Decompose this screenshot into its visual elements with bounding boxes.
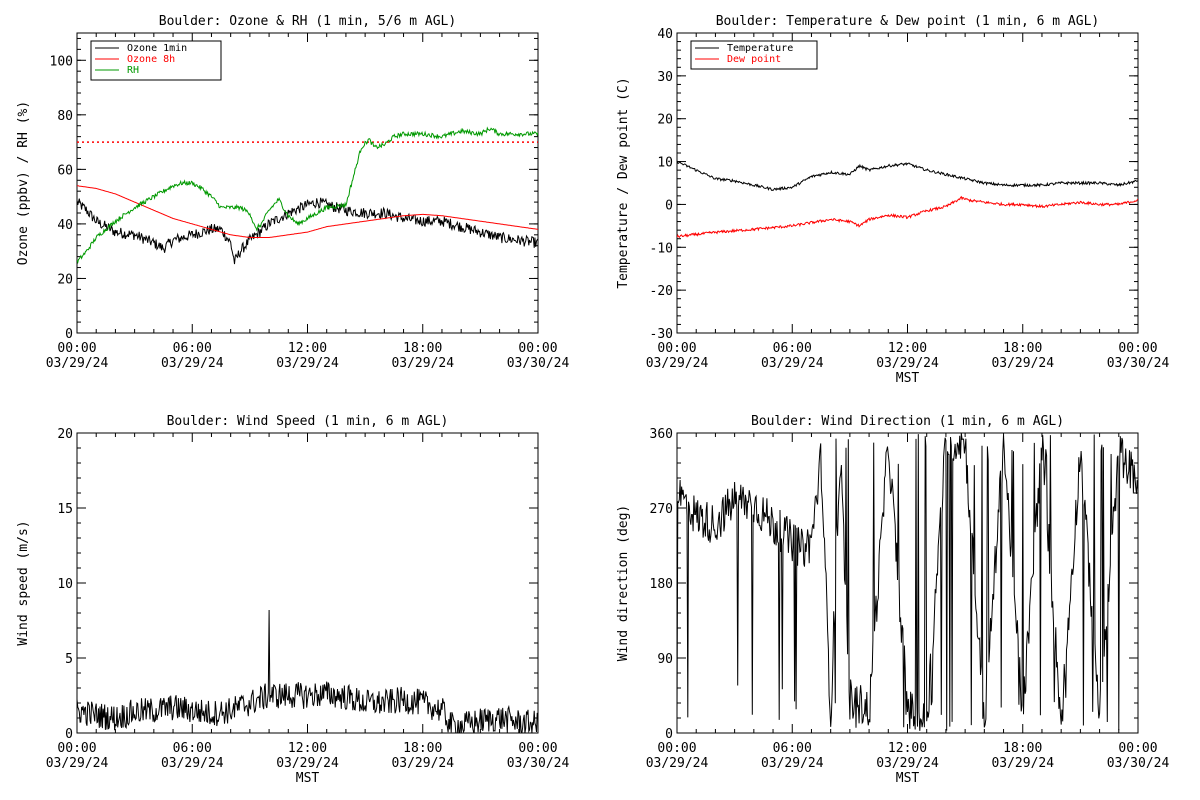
x-axis-label: MST bbox=[296, 771, 320, 786]
x-tick-date-label: 03/29/24 bbox=[161, 356, 224, 371]
x-tick-time-label: 12:00 bbox=[288, 341, 327, 356]
x-tick-time-label: 06:00 bbox=[173, 341, 212, 356]
y-tick-label: 20 bbox=[57, 272, 73, 287]
y-tick-label: 90 bbox=[657, 652, 673, 667]
x-tick-time-label: 12:00 bbox=[888, 741, 927, 756]
x-tick-time-label: 06:00 bbox=[773, 741, 812, 756]
x-tick-date-label: 03/29/24 bbox=[761, 356, 824, 371]
y-tick-label: 40 bbox=[657, 27, 673, 42]
x-tick-time-label: 06:00 bbox=[173, 741, 212, 756]
x-tick-time-label: 06:00 bbox=[773, 341, 812, 356]
chart-panel-3: Boulder: Wind Speed (1 min, 6 m AGL) 0 5 10… bbox=[16, 414, 569, 786]
plot-frame bbox=[676, 432, 1139, 734]
y-tick-label: 80 bbox=[57, 109, 73, 124]
x-tick-time-label: 18:00 bbox=[1003, 341, 1042, 356]
x-tick-time-label: 00:00 bbox=[57, 741, 96, 756]
series-line-2 bbox=[677, 195, 1138, 239]
chart-title: Boulder: Ozone & RH (1 min, 5/6 m AGL) bbox=[159, 14, 456, 29]
series-line-1 bbox=[77, 197, 538, 265]
y-tick-label: -20 bbox=[650, 284, 673, 299]
x-tick-time-label: 00:00 bbox=[657, 341, 696, 356]
legend-label: Ozone 8h bbox=[127, 54, 175, 65]
x-tick-time-label: 00:00 bbox=[57, 341, 96, 356]
series-line-1 bbox=[677, 433, 1138, 731]
x-axis-label: MST bbox=[896, 771, 920, 786]
y-tick-label: 15 bbox=[57, 502, 73, 517]
y-tick-label: 30 bbox=[657, 70, 673, 85]
y-tick-label: 40 bbox=[57, 218, 73, 233]
x-tick-time-label: 00:00 bbox=[1118, 741, 1157, 756]
y-tick-label: 10 bbox=[57, 577, 73, 592]
x-tick-time-label: 00:00 bbox=[657, 741, 696, 756]
x-tick-date-label: 03/29/24 bbox=[991, 756, 1054, 771]
x-tick-date-label: 03/29/24 bbox=[876, 756, 939, 771]
chart-panel-4: Boulder: Wind Direction (1 min, 6 m AGL)… bbox=[616, 414, 1169, 786]
x-tick-time-label: 00:00 bbox=[518, 741, 557, 756]
plot-frame bbox=[76, 432, 539, 734]
y-tick-label: 180 bbox=[650, 577, 673, 592]
y-tick-label: -30 bbox=[650, 327, 673, 342]
x-tick-date-label: 03/29/24 bbox=[46, 756, 109, 771]
x-tick-date-label: 03/30/24 bbox=[507, 356, 570, 371]
x-tick-date-label: 03/29/24 bbox=[391, 756, 454, 771]
legend-label: Dew point bbox=[727, 54, 781, 65]
y-tick-label: 10 bbox=[657, 156, 673, 171]
x-tick-time-label: 00:00 bbox=[1118, 341, 1157, 356]
y-tick-label: 0 bbox=[65, 327, 73, 342]
x-tick-date-label: 03/29/24 bbox=[276, 756, 339, 771]
x-tick-time-label: 12:00 bbox=[288, 741, 327, 756]
y-tick-label: 360 bbox=[650, 427, 673, 442]
y-tick-label: 5 bbox=[65, 652, 73, 667]
y-axis-label: Wind direction (deg) bbox=[616, 505, 631, 662]
x-tick-date-label: 03/29/24 bbox=[646, 756, 709, 771]
y-tick-label: 20 bbox=[657, 113, 673, 128]
series-line-2 bbox=[77, 185, 538, 238]
x-tick-date-label: 03/29/24 bbox=[991, 356, 1054, 371]
series-line-1 bbox=[677, 160, 1138, 192]
chart-title: Boulder: Wind Direction (1 min, 6 m AGL) bbox=[751, 414, 1064, 429]
series-line-3 bbox=[77, 126, 538, 264]
y-tick-label: -10 bbox=[650, 241, 673, 256]
series-line-1 bbox=[77, 609, 538, 733]
legend-box bbox=[690, 40, 818, 70]
x-tick-time-label: 12:00 bbox=[888, 341, 927, 356]
chart-panel-1: Boulder: Ozone & RH (1 min, 5/6 m AGL) 0 2… bbox=[16, 14, 569, 371]
x-tick-time-label: 00:00 bbox=[518, 341, 557, 356]
y-tick-label: 0 bbox=[665, 198, 673, 213]
x-tick-date-label: 03/29/24 bbox=[46, 356, 109, 371]
chart-title: Boulder: Temperature & Dew point (1 min,… bbox=[716, 14, 1100, 29]
x-tick-date-label: 03/29/24 bbox=[761, 756, 824, 771]
x-axis-label: MST bbox=[896, 371, 920, 386]
y-axis-label: Wind speed (m/s) bbox=[16, 520, 31, 645]
y-axis-label: Ozone (ppbv) / RH (%) bbox=[16, 101, 31, 265]
x-tick-date-label: 03/29/24 bbox=[276, 356, 339, 371]
x-tick-date-label: 03/29/24 bbox=[161, 756, 224, 771]
x-tick-time-label: 18:00 bbox=[403, 341, 442, 356]
legend-label: Ozone 1min bbox=[127, 43, 187, 54]
y-tick-label: 60 bbox=[57, 163, 73, 178]
y-tick-label: 0 bbox=[65, 727, 73, 742]
y-axis-label: Temperature / Dew point (C) bbox=[616, 77, 631, 288]
x-tick-date-label: 03/29/24 bbox=[391, 356, 454, 371]
x-tick-date-label: 03/30/24 bbox=[1107, 356, 1170, 371]
legend-label: RH bbox=[127, 65, 139, 76]
x-tick-date-label: 03/30/24 bbox=[1107, 756, 1170, 771]
y-tick-label: 270 bbox=[650, 502, 673, 517]
x-tick-date-label: 03/29/24 bbox=[646, 356, 709, 371]
legend-label: Temperature bbox=[727, 43, 793, 54]
x-tick-time-label: 18:00 bbox=[403, 741, 442, 756]
x-tick-time-label: 18:00 bbox=[1003, 741, 1042, 756]
x-tick-date-label: 03/29/24 bbox=[876, 356, 939, 371]
chart-title: Boulder: Wind Speed (1 min, 6 m AGL) bbox=[167, 414, 449, 429]
x-tick-date-label: 03/30/24 bbox=[507, 756, 570, 771]
chart-panel-2: Boulder: Temperature & Dew point (1 min,… bbox=[616, 14, 1169, 386]
y-tick-label: 100 bbox=[50, 54, 73, 69]
y-tick-label: 20 bbox=[57, 427, 73, 442]
y-tick-label: 0 bbox=[665, 727, 673, 742]
